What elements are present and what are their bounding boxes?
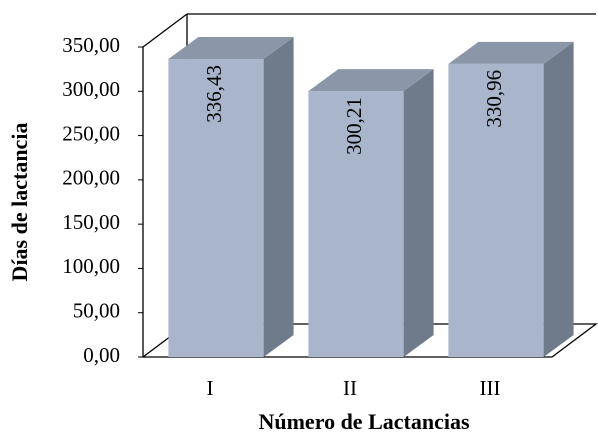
x-axis-title: Número de Lactancias bbox=[258, 409, 469, 434]
y-tick-label: 250,00 bbox=[62, 121, 120, 145]
value-label: 330,96 bbox=[482, 70, 506, 128]
y-tick-label: 150,00 bbox=[62, 210, 120, 234]
bar bbox=[448, 63, 544, 357]
x-tick-label: III bbox=[480, 376, 501, 400]
y-tick-label: 350,00 bbox=[62, 33, 120, 57]
y-tick-label: 300,00 bbox=[62, 77, 120, 101]
bar-top bbox=[308, 69, 434, 92]
x-tick-label: II bbox=[343, 376, 357, 400]
bar-side bbox=[543, 41, 574, 357]
y-tick-label: 200,00 bbox=[62, 166, 120, 190]
x-tick-label: I bbox=[207, 376, 214, 400]
y-tick-label: 50,00 bbox=[73, 299, 120, 323]
bar-side bbox=[263, 37, 294, 358]
y-tick-label: 0,00 bbox=[83, 343, 120, 367]
bar-top bbox=[448, 41, 574, 64]
value-label: 336,43 bbox=[202, 65, 226, 123]
bar bbox=[168, 59, 264, 358]
bar bbox=[308, 91, 404, 357]
bar-top bbox=[168, 37, 294, 60]
bar-side bbox=[403, 69, 434, 357]
value-label: 300,21 bbox=[342, 97, 366, 155]
y-axis-title: Días de lactancia bbox=[7, 123, 32, 282]
y-tick-label: 100,00 bbox=[62, 254, 120, 278]
